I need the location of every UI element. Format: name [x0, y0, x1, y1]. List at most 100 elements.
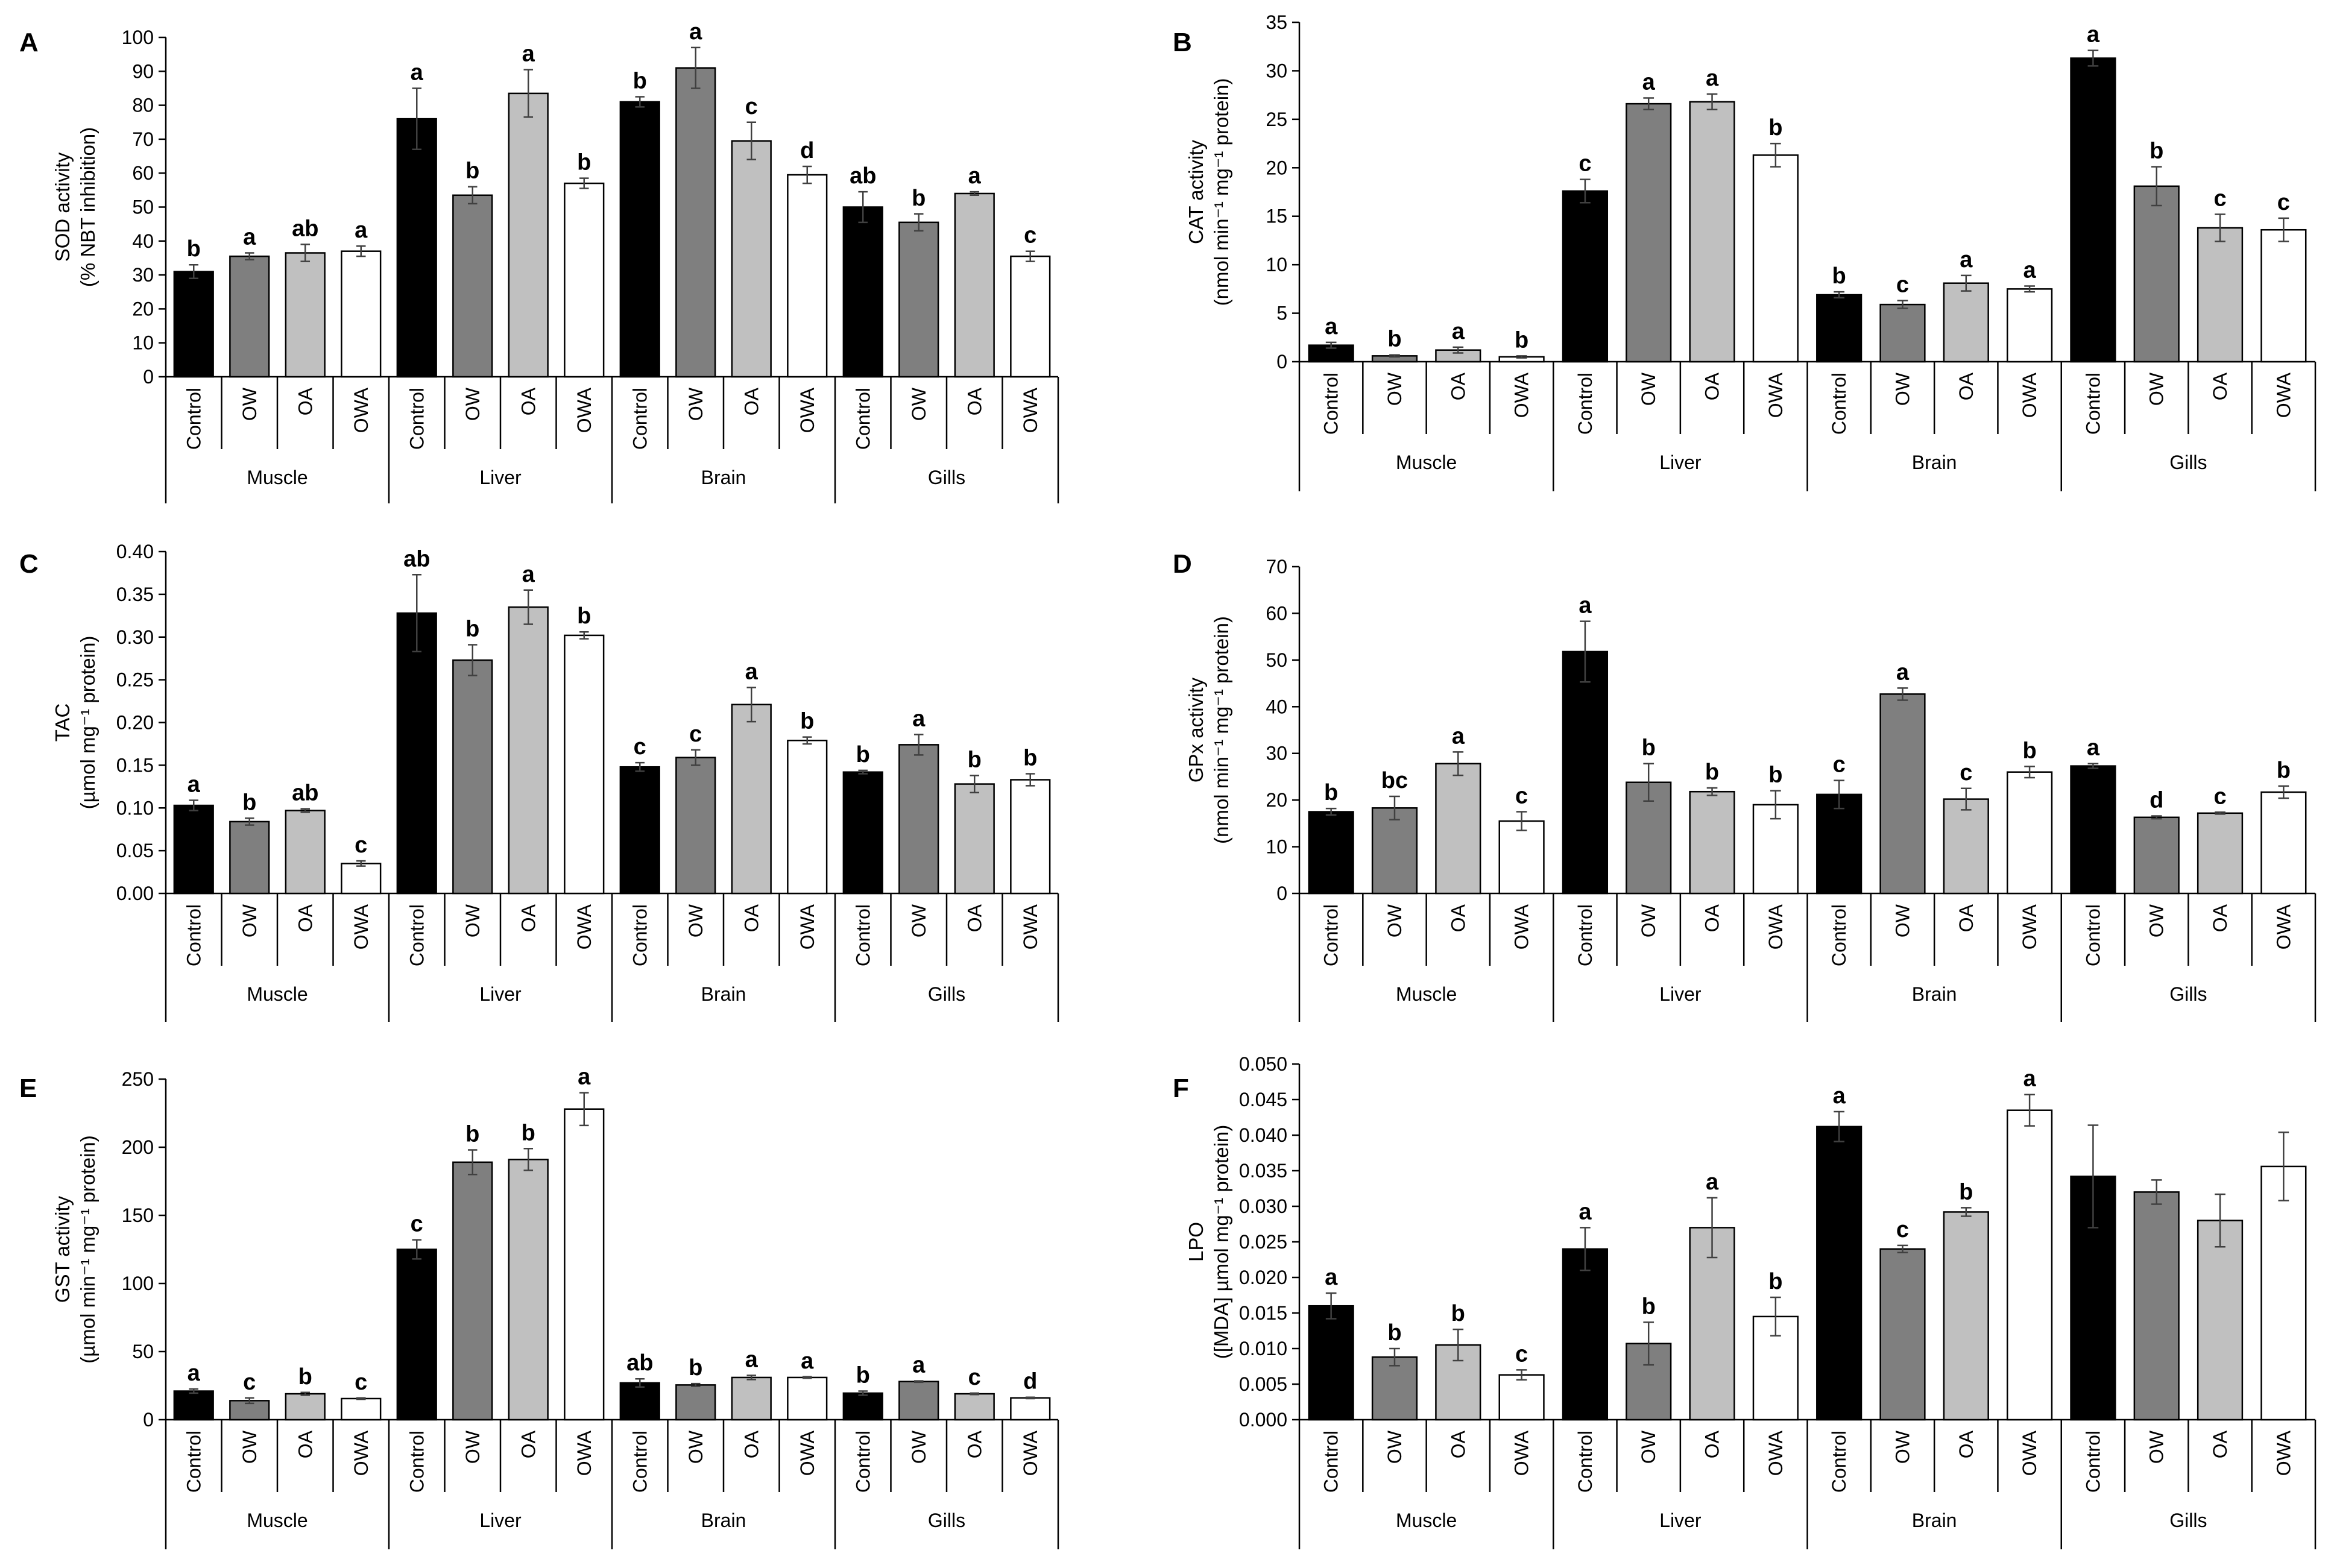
group-label-brain: Brain — [1912, 983, 1957, 1005]
bar-brain-oa — [731, 1376, 772, 1421]
category-label-control: Control — [183, 1431, 204, 1493]
category-label-oa: OA — [1447, 372, 1469, 400]
y-tick-label: 0.10 — [116, 797, 154, 819]
error-bar — [1897, 687, 1908, 701]
category-label-control: Control — [1320, 373, 1342, 435]
y-tick-label: 0.015 — [1239, 1302, 1287, 1324]
bar-muscle-ow — [229, 820, 270, 895]
category-label-oa: OA — [740, 904, 762, 932]
significance-letter: c — [745, 94, 758, 119]
bar-gills-ow — [898, 744, 939, 895]
significance-letter: b — [1451, 1301, 1465, 1326]
y-tick-label: 70 — [1266, 556, 1287, 578]
error-bar — [2151, 815, 2162, 820]
group-label-muscle: Muscle — [247, 467, 308, 488]
error-bar — [1706, 1197, 1718, 1259]
error-bar — [1516, 811, 1527, 831]
y-tick-label: 30 — [1266, 743, 1287, 764]
y-tick-label: 10 — [132, 332, 154, 354]
error-bar — [1453, 751, 1464, 776]
y-tick-label: 0 — [1276, 883, 1287, 904]
category-label-owa: OWA — [1020, 1430, 1041, 1476]
category-label-control: Control — [852, 388, 874, 450]
chart-panel-a: A 0 10 20 30 40 50 60 70 80 90 100 SOD activity (% NB… — [19, 19, 1059, 503]
significance-letter: c — [355, 1370, 367, 1395]
significance-letter: b — [1832, 263, 1846, 289]
category-label-owa: OWA — [796, 904, 818, 949]
group-label-liver: Liver — [479, 467, 522, 488]
bar-gills-control — [2070, 765, 2116, 895]
significance-letter: a — [1325, 314, 1338, 339]
category-label-oa: OA — [964, 1430, 985, 1458]
category-label-control: Control — [1320, 1431, 1342, 1493]
significance-letter: a — [968, 163, 982, 189]
bar-muscle-ow — [1371, 1356, 1418, 1421]
category-label-oa: OA — [740, 387, 762, 415]
category-label-oa: OA — [1447, 904, 1469, 932]
significance-letter: c — [1896, 1217, 1909, 1242]
category-label-oa: OA — [964, 904, 985, 932]
significance-letter: b — [1768, 763, 1782, 788]
error-bar — [2087, 763, 2099, 769]
error-bar — [802, 1376, 812, 1379]
category-label-ow: OW — [2146, 372, 2168, 406]
y-tick-label: 10 — [1266, 254, 1287, 276]
significance-letter: a — [1452, 319, 1465, 344]
error-bar — [2087, 49, 2099, 67]
chart-panel-c: C 0.00 0.05 0.10 0.15 0.20 0.25 0.30 0.35 0.40 TAC… — [19, 541, 1059, 1022]
bar-brain-owa — [787, 1376, 828, 1421]
error-bar — [913, 1380, 924, 1384]
group-label-gills: Gills — [928, 983, 965, 1005]
bar-brain-oa — [1943, 1211, 1989, 1421]
significance-letter: a — [1579, 1199, 1592, 1224]
significance-letter: b — [2022, 738, 2036, 763]
bar-liver-owa — [564, 1108, 605, 1421]
chart-panel-f: F 0.000 0.005 0.010 0.015 0.020 0.025 0.030 0.03… — [1173, 1053, 2317, 1549]
error-bar — [1643, 1321, 1654, 1366]
error-bar — [1770, 790, 1781, 820]
significance-letter: a — [188, 772, 201, 797]
y-tick-label: 200 — [122, 1136, 154, 1158]
error-bar — [1389, 354, 1400, 358]
bar-liver-owa — [564, 634, 605, 895]
error-bar — [523, 589, 534, 625]
bar-gills-oa — [954, 192, 995, 378]
significance-letter: a — [2023, 1066, 2037, 1092]
y-tick-label: 0 — [143, 1409, 154, 1431]
category-label-control: Control — [629, 1431, 651, 1493]
category-label-oa: OA — [517, 1430, 539, 1458]
significance-letter: a — [1833, 1083, 1846, 1109]
bar-muscle-owa — [341, 250, 382, 378]
bar-muscle-owa — [1498, 820, 1545, 895]
significance-letter: b — [1023, 746, 1037, 771]
y-tick-label: 60 — [1266, 602, 1287, 624]
bar-liver-control — [396, 118, 437, 378]
y-tick-label: 25 — [1266, 109, 1287, 130]
bar-brain-ow — [1879, 303, 1926, 363]
y-tick-label: 0.35 — [116, 584, 154, 605]
y-tick-label: 0.005 — [1239, 1373, 1287, 1395]
group-label-liver: Liver — [1659, 983, 1702, 1005]
error-bar — [579, 1092, 589, 1127]
category-label-ow: OW — [239, 1430, 260, 1464]
category-label-ow: OW — [1891, 372, 1913, 406]
group-label-muscle: Muscle — [247, 1510, 308, 1531]
group-label-muscle: Muscle — [1396, 452, 1457, 473]
y-tick-label: 0 — [143, 366, 154, 388]
significance-letter: a — [522, 41, 535, 66]
significance-letter: a — [411, 60, 424, 85]
y-tick-label: 0.025 — [1239, 1231, 1287, 1253]
bar-liver-oa — [508, 92, 549, 378]
bar-liver-control — [396, 1248, 437, 1421]
bar-liver-control — [1562, 650, 1609, 895]
panel-label: A — [19, 28, 39, 57]
significance-letter: b — [912, 186, 926, 211]
significance-letter: a — [1642, 69, 1656, 95]
significance-letter: c — [968, 1365, 981, 1390]
error-bar — [1897, 1244, 1908, 1253]
significance-letter: a — [243, 225, 256, 250]
y-axis-title: GST activity — [51, 1195, 74, 1303]
category-label-oa: OA — [1955, 1430, 1977, 1458]
bar-liver-oa — [508, 606, 549, 895]
category-label-owa: OWA — [2273, 904, 2294, 949]
